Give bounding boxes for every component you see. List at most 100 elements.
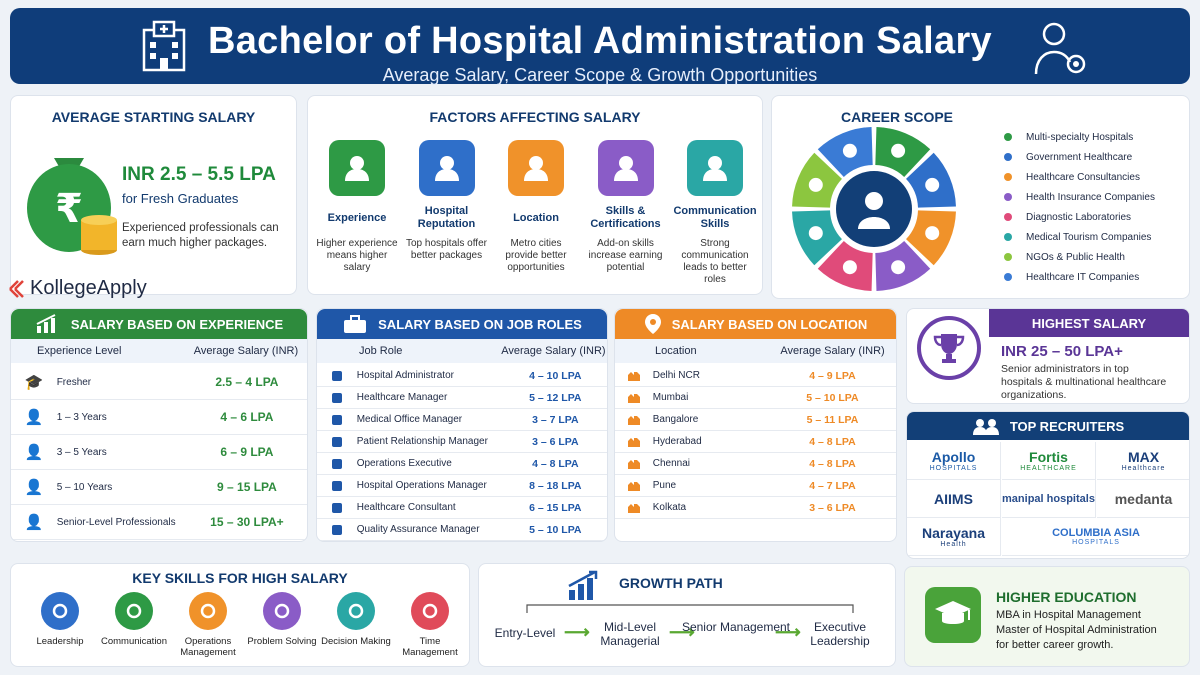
page-subtitle: Average Salary, Career Scope & Growth Op… (382, 65, 818, 85)
segment-icon (925, 226, 940, 241)
experience-salary: 6 – 9 LPA (220, 445, 274, 459)
job-role: Hospital Administrator (356, 370, 454, 381)
arrow-right-icon: ⟶ (564, 622, 590, 642)
scope-label: Diagnostic Laboratories (1026, 211, 1132, 223)
clock-icon (411, 592, 449, 630)
recruiter-logo: medanta (1097, 480, 1189, 518)
roles-thead: Job Role Average Salary (INR) (317, 339, 607, 363)
table-row: 👤 5 – 10 Years 9 – 15 LPA (11, 470, 307, 505)
factor-item: Skills & Certifications Add-on skills inc… (583, 140, 669, 286)
location-pin-icon (644, 314, 661, 334)
factors-list: Experience Higher experience means higher… (314, 140, 758, 286)
hospital-icon (418, 140, 475, 196)
role-salary: 5 – 12 LPA (529, 391, 582, 404)
starting-title: AVERAGE STARTING SALARY (51, 109, 256, 125)
col-location: Location (655, 345, 697, 357)
scope-list: Multi-specialty Hospitals Government Heal… (1004, 127, 1155, 287)
recruiter-name: manipal hospitals (1002, 492, 1095, 505)
scope-title: CAREER SCOPE (840, 109, 954, 125)
skills-title: KEY SKILLS FOR HIGH SALARY (132, 570, 348, 586)
recruiter-sub: HOSPITALS (1072, 539, 1120, 546)
scope-item: Health Insurance Companies (1004, 187, 1155, 207)
segment-icon (808, 177, 823, 192)
city-name: Pune (652, 480, 677, 491)
table-row: Patient Relationship Manager 3 – 6 LPA (317, 431, 607, 453)
growth-step-2: Mid-Level Managerial (600, 620, 660, 648)
experience-level: 1 – 3 Years (56, 411, 107, 423)
recruiters-header: TOP RECRUITERS (907, 412, 1189, 440)
skill-label: Time Management (402, 636, 458, 658)
highest-amount: INR 25 – 50 LPA+ (1001, 343, 1123, 360)
recruiter-logo: Fortis HEALTHCARE (1002, 442, 1096, 480)
table-row: Delhi NCR 4 – 9 LPA (615, 365, 896, 387)
table-row: Healthcare Manager 5 – 12 LPA (317, 387, 607, 409)
skills-card: KEY SKILLS FOR HIGH SALARY Leadership Com… (10, 563, 470, 667)
factor-item: Location Metro cities provide better oppo… (493, 140, 579, 286)
starting-amount: INR 2.5 – 5.5 LPA (122, 164, 276, 185)
growth-card: GROWTH PATH Entry-Level ⟶ Mid-Level Mana… (478, 563, 896, 667)
hospital-icon (142, 20, 186, 72)
scope-label: Government Healthcare (1026, 151, 1133, 163)
table-row: Quality Assurance Manager 5 – 10 LPA (317, 519, 607, 541)
job-role: Healthcare Consultant (356, 502, 456, 513)
recruiter-name: Narayana (921, 525, 986, 541)
skill-item: Problem Solving (247, 592, 317, 658)
segment-icon (891, 143, 906, 158)
factor-item: Hospital Reputation Top hospitals offer b… (404, 140, 490, 286)
city-salary: 3 – 6 LPA (809, 501, 856, 514)
factor-desc: Higher experience means higher salary (316, 238, 398, 273)
skill-item: Decision Making (321, 592, 391, 658)
experience-title: SALARY BASED ON EXPERIENCE (70, 316, 284, 332)
job-role: Operations Executive (356, 458, 452, 469)
education-line-1: MBA in Hospital Management (996, 609, 1141, 621)
recruiter-sub: HEALTHCARE (1020, 465, 1077, 472)
city-icon (615, 502, 653, 514)
brand-name: KollegeApply (30, 277, 147, 299)
scope-item: Healthcare Consultancies (1004, 167, 1155, 187)
factors-title: FACTORS AFFECTING SALARY (429, 109, 641, 125)
role-icon (317, 524, 357, 536)
recruiters-card: TOP RECRUITERS Apollo HOSPITALS Fortis HEAL… (906, 411, 1190, 559)
scope-label: NGOs & Public Health (1026, 251, 1125, 263)
experience-table: SALARY BASED ON EXPERIENCE Experience Le… (10, 308, 308, 542)
factor-label: Location (513, 211, 559, 224)
table-row: Pune 4 – 7 LPA (615, 475, 896, 497)
factor-label: Experience (327, 211, 387, 224)
recruiter-logo: AIIMS (907, 480, 1001, 518)
trophy-icon (917, 316, 981, 380)
city-salary: 5 – 10 LPA (806, 391, 859, 404)
table-row: Chennai 4 – 8 LPA (615, 453, 896, 475)
city-name: Chennai (652, 458, 690, 469)
col-avg-salary: Average Salary (INR) (501, 345, 606, 357)
col-avg-salary: Average Salary (INR) (780, 345, 885, 357)
gears-icon (189, 592, 227, 630)
role-icon (317, 370, 357, 382)
role-salary: 5 – 10 LPA (529, 523, 582, 536)
city-name: Delhi NCR (652, 370, 700, 381)
recruiter-sub: HOSPITALS (929, 465, 978, 472)
skill-item: Operations Management (173, 592, 243, 658)
city-salary: 4 – 8 LPA (809, 435, 856, 448)
education-title: HIGHER EDUCATION (996, 589, 1137, 605)
bullet-dot (1004, 273, 1012, 281)
table-row: Hyderabad 4 – 8 LPA (615, 431, 896, 453)
recruiter-logo: COLUMBIA ASIA HOSPITALS (1002, 518, 1189, 556)
skills-list: Leadership Communication Operations Manage… (25, 592, 465, 658)
city-icon (615, 414, 653, 426)
person-body (858, 217, 890, 229)
location-table: SALARY BASED ON LOCATION Location Averag… (614, 308, 897, 542)
bulb-icon (263, 592, 301, 630)
table-row: 👤 Senior-Level Professionals 15 – 30 LPA+ (11, 505, 307, 540)
segment-icon (808, 226, 823, 241)
bullet-dot (1004, 133, 1012, 141)
role-salary: 4 – 10 LPA (529, 369, 582, 382)
location-header: SALARY BASED ON LOCATION (615, 309, 896, 339)
scope-item: Diagnostic Laboratories (1004, 207, 1155, 227)
role-salary: 6 – 15 LPA (529, 501, 582, 514)
city-icon (615, 480, 653, 492)
factor-desc: Strong communication leads to better rol… (681, 238, 749, 285)
bullet-dot (1004, 193, 1012, 201)
role-icon (317, 392, 357, 404)
education-card: HIGHER EDUCATION MBA in Hospital Managem… (904, 566, 1190, 667)
experience-level: 5 – 10 Years (56, 481, 113, 493)
